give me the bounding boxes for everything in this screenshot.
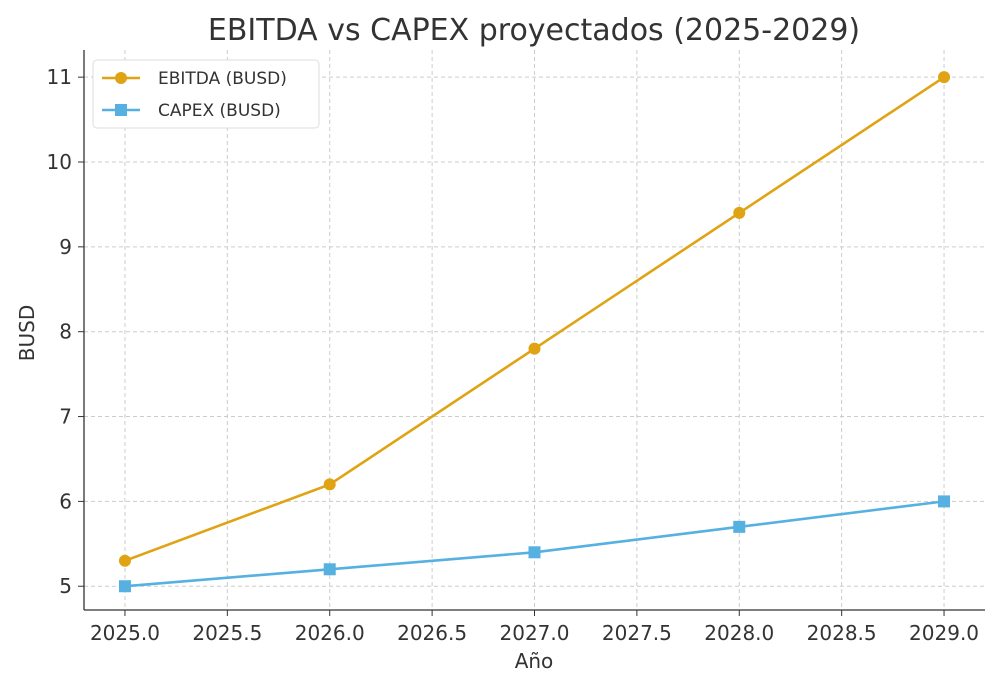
chart-title: EBITDA vs CAPEX proyectados (2025-2029) bbox=[208, 13, 860, 48]
grid bbox=[84, 50, 985, 610]
legend-marker bbox=[115, 72, 127, 84]
x-axis-label: Año bbox=[515, 649, 554, 673]
data-point bbox=[733, 206, 746, 219]
data-point bbox=[528, 546, 541, 559]
legend: EBITDA (BUSD) CAPEX (BUSD) bbox=[92, 59, 320, 129]
series-group bbox=[118, 71, 951, 593]
x-tick-label: 2025.0 bbox=[90, 621, 160, 645]
data-point bbox=[733, 520, 746, 533]
data-point bbox=[323, 563, 336, 576]
legend-marker bbox=[115, 104, 127, 116]
x-tick-label: 2027.0 bbox=[500, 621, 570, 645]
x-tick-label: 2029.0 bbox=[909, 621, 979, 645]
data-point bbox=[118, 580, 131, 593]
data-point bbox=[938, 71, 951, 84]
x-tick-label: 2025.5 bbox=[192, 621, 262, 645]
x-tick-label: 2027.5 bbox=[602, 621, 672, 645]
legend-label: EBITDA (BUSD) bbox=[158, 69, 287, 89]
x-tick-label: 2026.5 bbox=[397, 621, 467, 645]
y-tick-label: 8 bbox=[59, 320, 72, 344]
y-tick-label: 6 bbox=[59, 489, 72, 513]
x-tick-label: 2028.5 bbox=[807, 621, 877, 645]
data-point bbox=[118, 554, 131, 567]
data-point bbox=[323, 478, 336, 491]
y-tick-label: 5 bbox=[59, 574, 72, 598]
x-tick-label: 2026.0 bbox=[295, 621, 365, 645]
y-axis-label: BUSD bbox=[15, 305, 39, 361]
series-capex bbox=[118, 495, 951, 593]
legend-label: CAPEX (BUSD) bbox=[158, 101, 281, 121]
y-tick-label: 9 bbox=[59, 235, 72, 259]
y-tick-label: 7 bbox=[59, 405, 72, 429]
data-point bbox=[528, 342, 541, 355]
legend-box bbox=[92, 59, 320, 129]
y-tick-label: 10 bbox=[47, 150, 72, 174]
data-point bbox=[938, 495, 951, 508]
y-tick-label: 11 bbox=[47, 65, 72, 89]
series-ebitda bbox=[118, 71, 951, 567]
ticks: 2025.0 2025.5 2026.0 2026.5 2027.0 2027.5 2028… bbox=[47, 65, 979, 645]
x-tick-label: 2028.0 bbox=[704, 621, 774, 645]
